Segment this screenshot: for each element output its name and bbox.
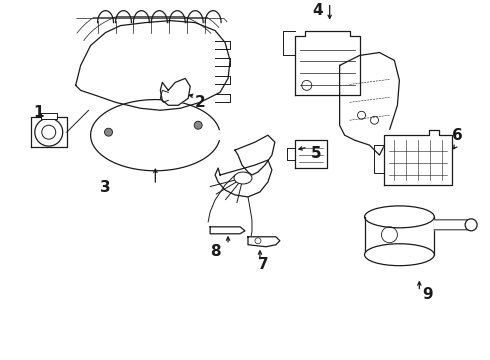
Circle shape xyxy=(194,121,202,129)
Text: 1: 1 xyxy=(33,105,44,120)
Ellipse shape xyxy=(365,244,434,266)
Text: 4: 4 xyxy=(313,3,323,18)
Text: 7: 7 xyxy=(258,257,268,272)
Text: 5: 5 xyxy=(310,145,321,161)
Polygon shape xyxy=(295,140,327,168)
Circle shape xyxy=(104,128,113,136)
Ellipse shape xyxy=(365,206,434,228)
Bar xyxy=(41,113,57,119)
Polygon shape xyxy=(434,220,474,230)
Polygon shape xyxy=(248,237,280,247)
Text: 6: 6 xyxy=(452,128,463,143)
Polygon shape xyxy=(385,130,452,185)
Polygon shape xyxy=(215,160,272,197)
Polygon shape xyxy=(31,117,67,147)
Polygon shape xyxy=(210,227,245,234)
Polygon shape xyxy=(160,78,190,105)
Text: 3: 3 xyxy=(100,180,111,195)
Polygon shape xyxy=(75,21,230,110)
Polygon shape xyxy=(295,31,360,95)
Polygon shape xyxy=(340,53,399,155)
Text: 8: 8 xyxy=(210,244,220,259)
Text: 9: 9 xyxy=(422,287,433,302)
Text: 2: 2 xyxy=(195,95,205,110)
Circle shape xyxy=(465,219,477,231)
Polygon shape xyxy=(235,135,275,175)
Circle shape xyxy=(35,118,63,146)
Ellipse shape xyxy=(234,172,252,184)
